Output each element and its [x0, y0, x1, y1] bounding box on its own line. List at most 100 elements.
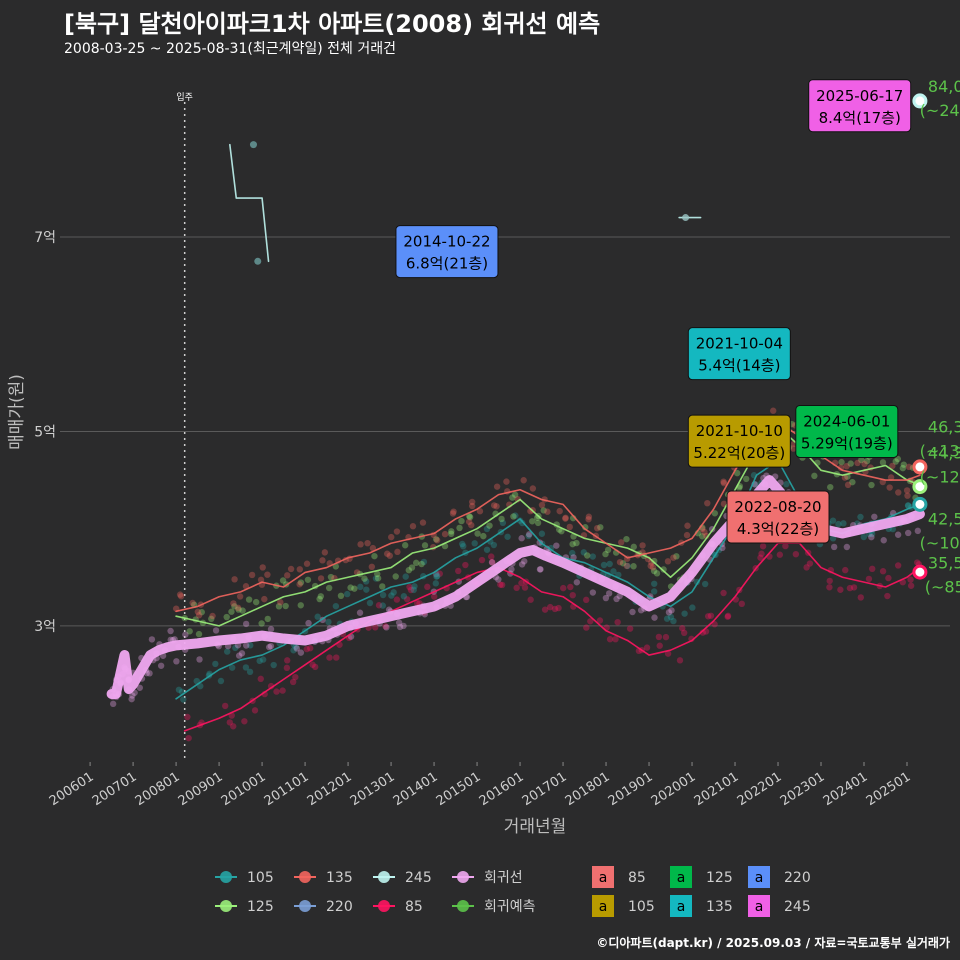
scatter-point	[231, 576, 238, 583]
scatter-point	[838, 458, 845, 466]
scatter-point	[758, 550, 765, 557]
scatter-point	[252, 598, 260, 606]
x-tick-label: 201401	[391, 769, 441, 809]
scatter-point	[382, 623, 389, 630]
scatter-point	[511, 491, 519, 498]
scatter-point	[879, 459, 887, 466]
callout-value: 4.3억(22층)	[737, 520, 819, 538]
scatter-point	[386, 552, 393, 559]
scatter-point	[560, 584, 567, 592]
legend-box-glyph: a	[755, 899, 764, 915]
scatter-point	[869, 565, 876, 573]
scatter-point	[826, 577, 833, 585]
x-tick-label: 201301	[348, 769, 398, 809]
x-tick-group: 201801	[563, 769, 613, 809]
scatter-point	[521, 558, 528, 565]
scatter-point	[660, 566, 667, 573]
scatter-point	[374, 575, 382, 582]
scatter-point	[907, 576, 914, 583]
scatter-point	[372, 575, 380, 582]
legend-box-swatch	[592, 895, 614, 917]
scatter-point	[536, 539, 543, 546]
legend-box-glyph: a	[755, 870, 764, 886]
legend-label: 회귀선	[484, 870, 523, 886]
scatter-point	[267, 625, 275, 633]
scatter-point	[699, 629, 707, 636]
x-tick-label: 202101	[692, 769, 742, 809]
scatter-point	[432, 536, 440, 543]
scatter-point	[361, 575, 368, 582]
scatter-point	[655, 633, 663, 641]
callout-box	[687, 327, 791, 381]
scatter-point	[504, 533, 511, 540]
scatter-point	[304, 576, 312, 583]
scatter-point	[850, 584, 858, 591]
callout-value: 5.29억(19층)	[801, 434, 893, 452]
x-tick-label: 201201	[305, 769, 355, 809]
scatter-point	[402, 573, 409, 580]
scatter-point	[394, 548, 401, 556]
x-tick-label: 202401	[821, 769, 871, 809]
x-tick-group: 201601	[477, 769, 527, 809]
source-footer: ©디아파트(dapt.kr) / 2025.09.03 / 자료=국토교통부 실…	[596, 936, 950, 950]
scatter-point	[254, 257, 262, 265]
scatter-point	[128, 695, 135, 703]
x-tick-label: 202301	[778, 769, 828, 809]
scatter-point	[478, 556, 486, 564]
scatter-point	[529, 518, 536, 525]
scatter-point	[420, 558, 428, 566]
scatter-point	[195, 630, 203, 638]
scatter-point	[757, 554, 764, 561]
scatter-point	[232, 644, 239, 652]
scatter-point	[379, 583, 386, 590]
scatter-point	[846, 584, 854, 592]
scatter-point	[803, 564, 810, 571]
scatter-point	[407, 586, 415, 594]
scatter-point	[720, 479, 728, 487]
scatter-point	[146, 670, 153, 677]
scatter-point	[228, 664, 236, 671]
scatter-point	[383, 624, 390, 631]
scatter-point	[351, 585, 358, 592]
callout-value: 5.4억(14층)	[698, 357, 780, 375]
scatter-point	[656, 642, 663, 649]
scatter-point	[676, 657, 684, 664]
scatter-point	[904, 492, 911, 499]
scatter-point	[403, 596, 411, 603]
scatter-point	[711, 510, 719, 517]
legend-box-swatch	[748, 895, 770, 917]
scatter-point	[409, 523, 417, 530]
scatter-point	[284, 572, 291, 579]
scatter-point	[711, 621, 718, 628]
scatter-point	[597, 524, 604, 531]
scatter-point	[129, 692, 136, 699]
scatter-point	[894, 562, 902, 569]
scatter-point	[247, 642, 254, 649]
scatter-point	[683, 531, 691, 539]
scatter-point	[395, 619, 403, 626]
legend-label: 125	[247, 899, 274, 915]
scatter-point	[456, 524, 463, 532]
scatter-point	[600, 561, 608, 569]
scatter-point	[587, 618, 594, 625]
scatter-point	[293, 645, 301, 652]
scatter-point	[562, 514, 569, 521]
scatter-point	[887, 474, 895, 481]
scatter-point	[490, 502, 498, 509]
scatter-point	[827, 483, 834, 491]
scatter-point	[770, 407, 777, 414]
scatter-point	[534, 519, 542, 527]
scatter-point	[538, 530, 546, 537]
scatter-point	[235, 652, 243, 659]
callout-date: 2025-06-17	[816, 87, 903, 105]
callout-date: 2021-10-10	[696, 422, 783, 440]
scatter-point	[136, 684, 143, 691]
scatter-point	[637, 606, 645, 614]
scatter-point	[193, 677, 200, 685]
scatter-point	[363, 586, 370, 593]
move-in-label: 입주	[176, 91, 193, 103]
scatter-point	[245, 596, 253, 603]
scatter-point	[497, 581, 504, 588]
scatter-point	[516, 517, 524, 524]
scatter-point	[303, 645, 310, 653]
